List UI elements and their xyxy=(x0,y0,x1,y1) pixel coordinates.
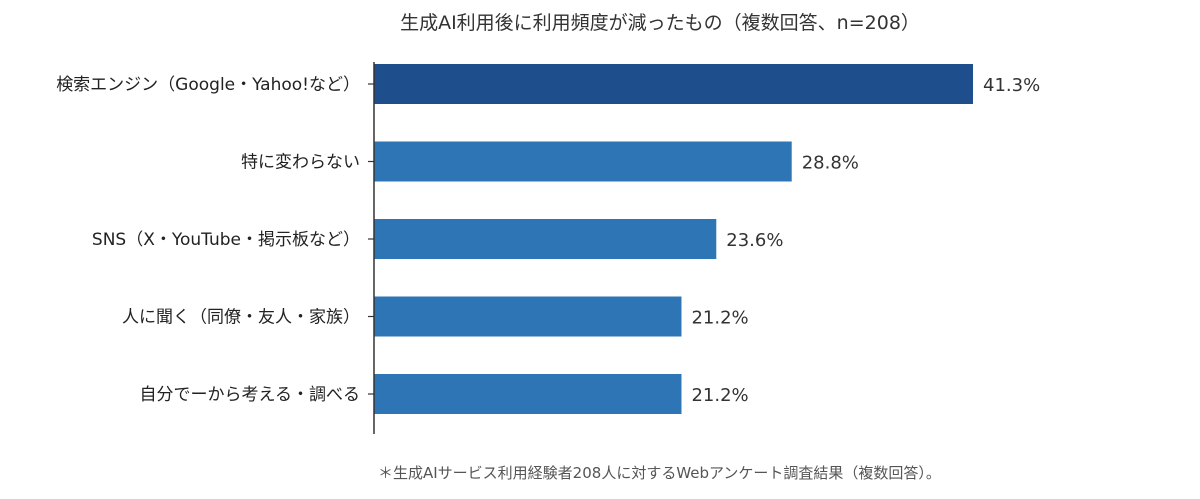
bar xyxy=(374,64,973,104)
bar xyxy=(374,219,717,259)
bar xyxy=(374,141,792,182)
value-label: 21.2% xyxy=(691,308,748,329)
bar xyxy=(374,374,682,414)
bar xyxy=(374,296,682,337)
category-label: SNS（X・YouTube・掲示板など） xyxy=(92,230,360,250)
value-label: 23.6% xyxy=(726,230,783,251)
value-label: 41.3% xyxy=(983,75,1040,96)
value-label: 21.2% xyxy=(691,385,748,406)
bars-layer: 検索エンジン（Google・Yahoo!など） 41.3% 特に変わらない 28.8%… xyxy=(56,64,1040,414)
category-label: 特に変わらない xyxy=(241,153,360,173)
chart-footnote: ＊生成AIサービス利用経験者208人に対するWebアンケート調査結果（複数回答）… xyxy=(378,464,941,482)
category-label: 検索エンジン（Google・Yahoo!など） xyxy=(56,75,360,95)
category-label: 人に聞く（同僚・友人・家族） xyxy=(122,308,360,328)
chart-title: 生成AI利用後に利用頻度が減ったもの（複数回答、n=208） xyxy=(400,12,920,34)
category-label: 自分でーから考える・調べる xyxy=(140,385,361,405)
value-label: 28.8% xyxy=(802,153,859,174)
